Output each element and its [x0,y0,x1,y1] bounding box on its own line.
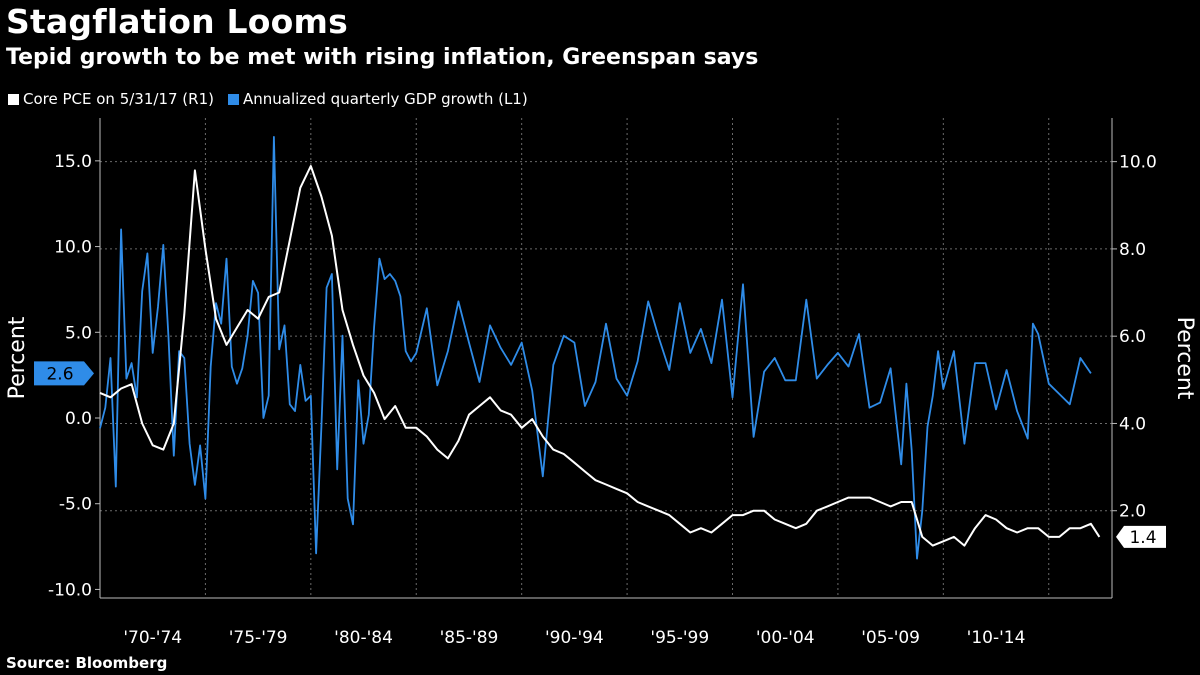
x-tick-label: '95-'99 [650,628,709,648]
source-note: Source: Bloomberg [6,654,168,672]
legend-swatch-pce [8,93,19,105]
last-value-label-pce: 1.4 [1129,528,1156,548]
last-value-tag-pce [1116,525,1166,548]
y-right-tick-label: 2.0 [1119,502,1146,522]
x-tick-label: '00-'04 [756,628,815,648]
y-left-tick-label: 0.0 [65,409,92,429]
legend-label-pce: Core PCE on 5/31/17 (R1) [23,90,214,108]
y-left-tick-label: 15.0 [54,152,92,172]
last-value-label-gdp: 2.6 [46,364,73,384]
x-tick-label: '10-'14 [967,628,1026,648]
legend-label-gdp: Annualized quarterly GDP growth (L1) [242,90,528,108]
y-right-tick-label: 10.0 [1119,153,1157,173]
y-right-tick-label: 8.0 [1119,240,1146,260]
y-left-tick-label: -5.0 [59,495,92,515]
y-right-tick-label: 6.0 [1119,327,1146,347]
y-right-tick-label: 4.0 [1119,414,1146,434]
y-left-tick-label: 10.0 [54,238,92,258]
legend-swatch-gdp [227,93,239,105]
chart-title: Stagflation Looms [6,2,348,41]
y-left-tick-label: 5.0 [65,323,92,343]
legend-item-pce: Core PCE on 5/31/17 (R1) [8,90,214,108]
x-tick-label: '75-'79 [229,628,288,648]
x-tick-label: '70-'74 [123,628,182,648]
series-line-gdp [99,136,1092,560]
x-tick-label: '90-'94 [545,628,604,648]
x-tick-label: '80-'84 [334,628,393,648]
y-left-tick-label: -10.0 [48,580,92,600]
x-tick-label: '85-'89 [440,628,499,648]
legend-item-gdp: Annualized quarterly GDP growth (L1) [227,90,528,108]
series-line-pce [99,165,1101,547]
y-axis-left-title: Percent [5,316,30,399]
legend: Core PCE on 5/31/17 (R1) Annualized quar… [8,90,528,108]
last-value-tag-gdp [34,361,94,386]
x-tick-label: '05-'09 [861,628,920,648]
y-axis-right-title: Percent [1172,317,1197,400]
chart-subtitle: Tepid growth to be met with rising infla… [6,45,759,70]
